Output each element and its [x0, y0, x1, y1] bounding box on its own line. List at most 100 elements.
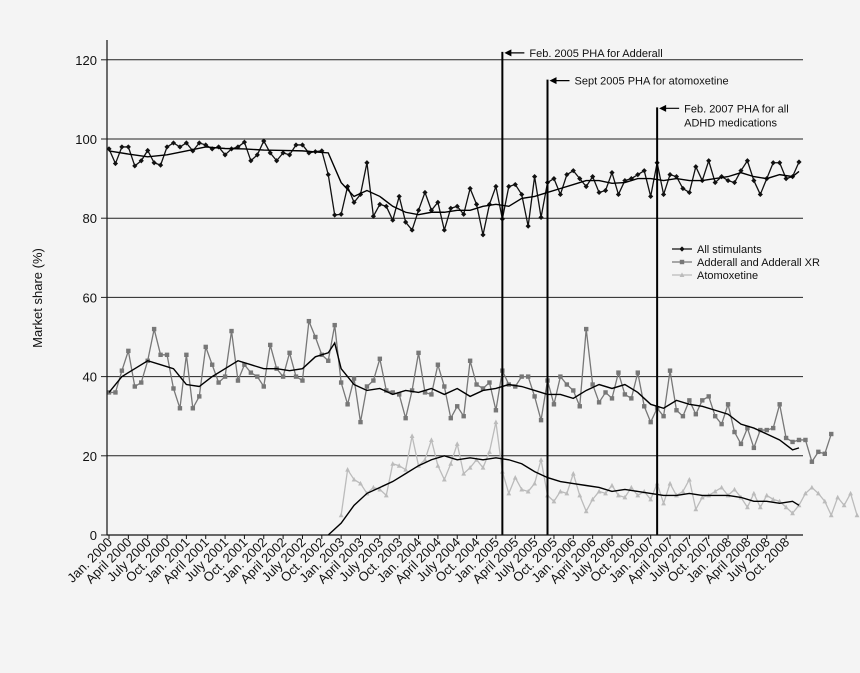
data-point [519, 486, 525, 492]
data-point [351, 199, 357, 205]
data-point [809, 459, 815, 464]
data-point [564, 490, 570, 496]
data-point [841, 502, 847, 508]
data-point [673, 174, 680, 180]
data-point [828, 512, 834, 518]
data-point [609, 396, 615, 401]
data-point [255, 374, 260, 379]
data-point [357, 191, 364, 198]
data-point [513, 384, 518, 389]
data-point [441, 227, 447, 233]
series-all-stimulants [106, 138, 802, 238]
data-point [383, 203, 389, 209]
data-point [261, 138, 267, 144]
data-point [274, 158, 280, 164]
y-tick-labels: 0 20 40 60 80 100 120 [75, 53, 107, 543]
data-point [835, 494, 841, 500]
y-tick-label: 120 [75, 53, 97, 68]
data-point [280, 150, 286, 156]
event-label: Feb. 2007 PHA for all [684, 103, 789, 115]
data-point [525, 488, 531, 494]
data-point [480, 465, 486, 470]
data-point [757, 191, 763, 198]
data-point [261, 384, 266, 389]
data-point [139, 380, 144, 385]
data-point [558, 488, 563, 494]
data-point [532, 394, 537, 399]
data-point [512, 474, 518, 480]
data-point [731, 179, 738, 186]
legend-label: Atomoxetine [697, 270, 758, 282]
data-point [390, 217, 396, 223]
data-point [171, 386, 176, 391]
data-point [725, 402, 731, 407]
data-point [680, 185, 686, 192]
y-tick-label: 0 [90, 528, 97, 543]
data-point [177, 406, 183, 411]
data-point [364, 384, 370, 389]
event-label: Sept 2005 PHA for atomoxetine [575, 76, 729, 88]
data-point [461, 414, 466, 419]
data-point [770, 496, 776, 502]
data-point [732, 486, 737, 492]
data-point [557, 191, 564, 198]
data-point [216, 380, 221, 385]
data-point [783, 435, 789, 441]
data-point [358, 480, 363, 486]
data-point [344, 183, 351, 190]
data-point [738, 441, 744, 447]
data-point [816, 449, 821, 455]
data-point [125, 144, 131, 150]
data-point [693, 412, 699, 417]
data-point [648, 193, 654, 200]
data-point [158, 352, 163, 358]
data-point [648, 419, 653, 425]
data-point [783, 504, 789, 510]
data-point [209, 362, 215, 367]
data-point [596, 189, 602, 196]
data-point [719, 484, 725, 490]
data-point [442, 384, 447, 389]
data-point [770, 160, 776, 166]
data-point [603, 390, 608, 395]
data-point [686, 476, 692, 482]
data-point [435, 362, 441, 367]
data-point [609, 482, 615, 488]
data-point [441, 476, 447, 482]
data-point [512, 181, 518, 188]
data-point [222, 152, 228, 158]
data-point [693, 506, 699, 512]
data-point [480, 232, 486, 238]
data-point [448, 205, 454, 211]
data-point [390, 461, 396, 466]
data-point [170, 140, 177, 146]
data-point [461, 211, 467, 217]
data-point [822, 451, 827, 457]
data-point [351, 476, 357, 482]
data-point [403, 467, 409, 472]
data-point [712, 179, 718, 186]
data-point [338, 380, 344, 385]
data-point [487, 449, 492, 454]
data-point [648, 496, 654, 502]
data-point [351, 376, 357, 381]
axes [106, 40, 803, 536]
data-point [829, 431, 834, 437]
data-point [577, 404, 582, 409]
data-point [532, 174, 538, 180]
data-point [241, 139, 248, 145]
data-point [745, 504, 750, 510]
data-point [248, 158, 254, 164]
data-point [370, 213, 376, 219]
data-point [371, 378, 376, 383]
y-tick-label: 100 [75, 132, 97, 147]
data-point [338, 512, 344, 518]
data-point [428, 207, 435, 213]
data-point [732, 429, 737, 435]
data-point [377, 356, 383, 361]
data-point [157, 162, 164, 168]
data-point [764, 492, 770, 498]
data-point [332, 212, 338, 218]
data-point [693, 164, 699, 170]
